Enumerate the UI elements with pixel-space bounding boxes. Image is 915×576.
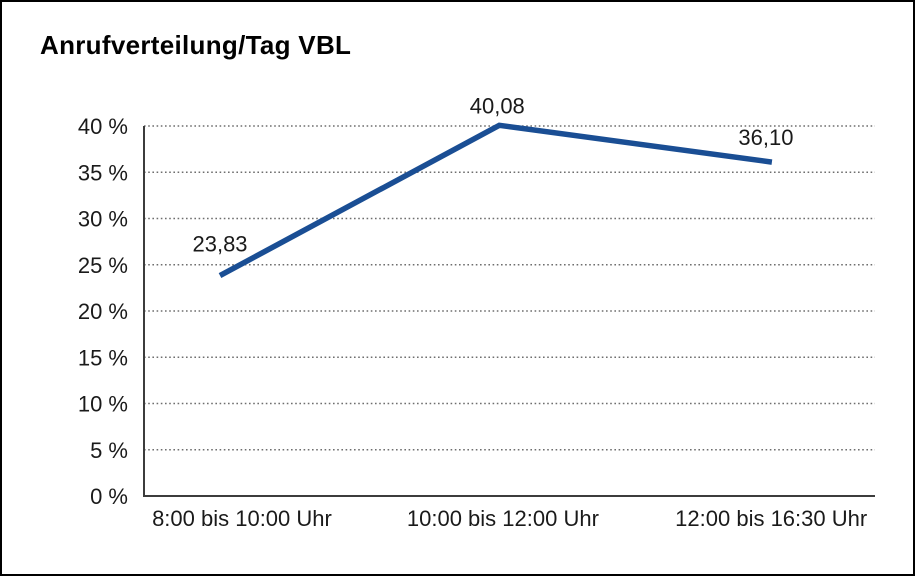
y-tick-label: 10 % [78,392,128,417]
data-point-label: 23,83 [192,232,247,257]
axis-lines [143,126,875,497]
y-tick-label: 30 % [78,207,128,232]
y-tick-label: 35 % [78,160,128,185]
y-tick-label: 40 % [78,114,128,139]
y-tick-label: 25 % [78,253,128,278]
data-point-label: 40,08 [470,93,525,118]
y-tick-label: 5 % [90,438,128,463]
series-line [218,122,773,279]
y-tick-label: 15 % [78,345,128,370]
x-tick-label: 10:00 bis 12:00 Uhr [407,506,599,531]
y-tick-label: 0 % [90,484,128,509]
x-tick-label: 8:00 bis 10:00 Uhr [152,506,332,531]
y-tick-label: 20 % [78,299,128,324]
x-tick-label: 12:00 bis 16:30 Uhr [675,506,867,531]
chart-title: Anrufverteilung/Tag VBL [40,30,352,60]
data-point-label: 36,10 [738,125,793,150]
